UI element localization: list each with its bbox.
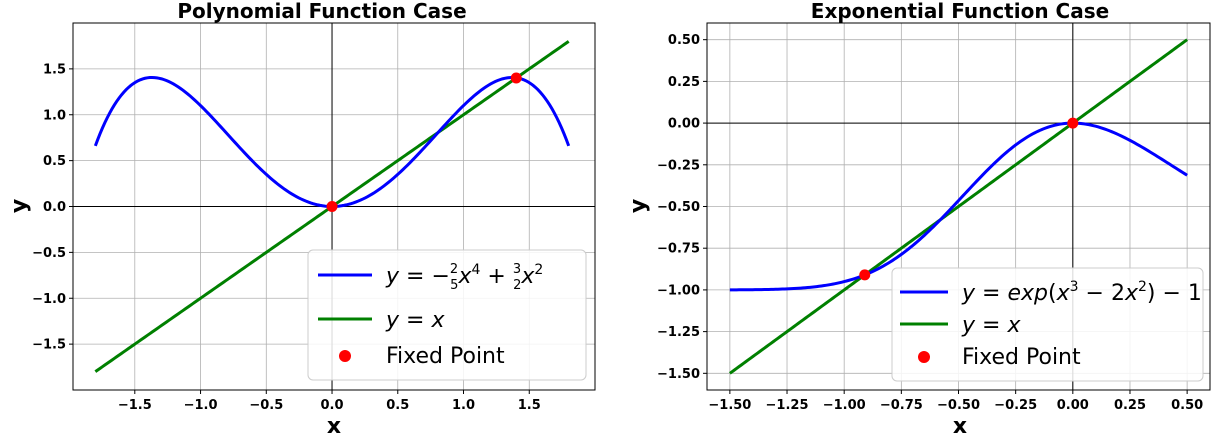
legend: y = −2 5x4 + 3 2x2 y = x Fixed Point xyxy=(307,249,587,381)
series-group xyxy=(728,38,1189,375)
x-tick-label: 0.25 xyxy=(1114,398,1146,413)
legend-marker-fixed xyxy=(339,350,351,362)
y-ticks: −1.5 −1.0 −0.5 0.0 0.5 1.0 1.5 xyxy=(32,62,73,353)
y-tick-label: −1.5 xyxy=(32,338,66,353)
y-tick-label: 1.5 xyxy=(43,62,66,77)
fixed-point xyxy=(326,201,338,212)
x-tick-label: −1.0 xyxy=(184,398,218,413)
legend-label-fixed: Fixed Point xyxy=(962,345,1081,370)
y-tick-label: −1.00 xyxy=(657,283,700,298)
legend-label-line: y = x xyxy=(385,308,445,333)
x-tick-label: 1.5 xyxy=(518,398,541,413)
x-axis-label: x xyxy=(327,414,341,439)
y-tick-label: −0.75 xyxy=(657,242,700,257)
fixed-points xyxy=(326,72,522,212)
y-tick-label: −1.0 xyxy=(32,292,66,307)
x-tick-label: −0.5 xyxy=(249,398,283,413)
legend-box xyxy=(307,249,587,381)
y-axis-label: y xyxy=(626,199,651,213)
x-tick-label: 0.50 xyxy=(1171,398,1203,413)
legend-label-curve: y = −2 5x4 + 3 2x2 xyxy=(385,262,543,293)
x-tick-label: −0.50 xyxy=(937,398,980,413)
y-tick-label: 0.00 xyxy=(668,117,700,132)
x-tick-label: −0.75 xyxy=(880,398,923,413)
fixed-point xyxy=(510,72,522,84)
chart-title: Exponential Function Case xyxy=(811,0,1109,23)
y-tick-label: 0.50 xyxy=(668,33,700,48)
legend-label-fixed: Fixed Point xyxy=(386,344,505,369)
y-tick-label: 0.5 xyxy=(43,154,66,169)
chart-exponential: −1.50 −1.25 −1.00 −0.75 −0.50 −0.25 0.00 0.25 0.… xyxy=(626,0,1211,439)
y-tick-label: −1.25 xyxy=(657,325,700,340)
legend-box xyxy=(891,267,1204,382)
x-tick-label: 0.00 xyxy=(1057,398,1089,413)
fixed-points xyxy=(859,117,1079,281)
legend-label-curve: y = exp(x3 − 2x2) − 1 xyxy=(961,279,1202,306)
legend-marker-fixed xyxy=(918,351,930,363)
chart-title: Polynomial Function Case xyxy=(177,0,466,23)
y-tick-label: −1.50 xyxy=(657,367,700,382)
y-ticks: −1.50 −1.25 −1.00 −0.75 −0.50 −0.25 0.00 0.25 0.… xyxy=(657,33,707,382)
fixed-point xyxy=(1067,117,1079,129)
x-tick-label: −1.5 xyxy=(118,398,152,413)
x-tick-label: 0.5 xyxy=(386,398,409,413)
y-tick-label: 0.25 xyxy=(668,75,700,90)
y-tick-label: −0.50 xyxy=(657,200,700,215)
chart-polynomial: −1.5 −1.0 −0.5 0.0 0.5 1.0 1.5 −1.5 −1.0 −0.5 0.0… xyxy=(7,0,596,439)
x-tick-label: 1.0 xyxy=(452,398,475,413)
legend-label-line: y = x xyxy=(961,313,1021,338)
identity-line xyxy=(728,38,1189,375)
y-tick-label: −0.5 xyxy=(32,246,66,261)
x-tick-label: −1.25 xyxy=(766,398,809,413)
y-axis-label: y xyxy=(7,199,32,213)
x-tick-label: −0.25 xyxy=(994,398,1037,413)
fixed-point xyxy=(859,269,871,281)
function-curve xyxy=(729,121,1188,292)
x-ticks: −1.50 −1.25 −1.00 −0.75 −0.50 −0.25 0.00 0.25 0.… xyxy=(708,390,1203,413)
x-tick-label: 0.0 xyxy=(321,398,344,413)
y-tick-label: 1.0 xyxy=(43,108,66,123)
x-axis-label: x xyxy=(953,414,967,439)
y-tick-label: −0.25 xyxy=(657,158,700,173)
x-tick-label: −1.50 xyxy=(708,398,751,413)
x-tick-label: −1.00 xyxy=(823,398,866,413)
x-ticks: −1.5 −1.0 −0.5 0.0 0.5 1.0 1.5 xyxy=(118,390,541,413)
legend: y = exp(x3 − 2x2) − 1 y = x Fixed Point xyxy=(891,267,1204,382)
y-tick-label: 0.0 xyxy=(43,200,66,215)
